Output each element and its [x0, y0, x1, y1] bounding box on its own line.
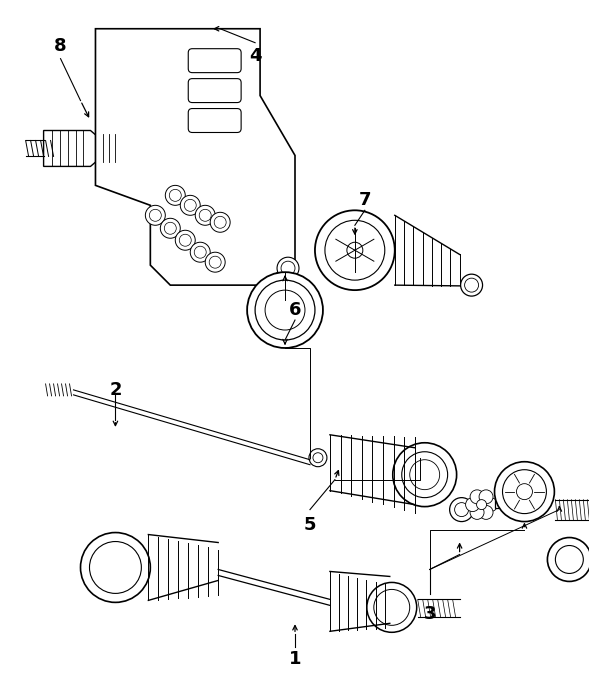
- FancyBboxPatch shape: [188, 79, 241, 102]
- Circle shape: [277, 257, 299, 279]
- Circle shape: [247, 272, 323, 348]
- Polygon shape: [44, 130, 97, 167]
- Circle shape: [184, 199, 196, 211]
- Circle shape: [516, 484, 532, 500]
- Text: 6: 6: [289, 301, 301, 319]
- Circle shape: [325, 221, 385, 280]
- Circle shape: [149, 209, 161, 221]
- Circle shape: [165, 185, 185, 206]
- Polygon shape: [494, 488, 514, 507]
- Circle shape: [194, 247, 206, 258]
- Circle shape: [210, 212, 230, 232]
- Text: 7: 7: [359, 191, 371, 209]
- Circle shape: [309, 449, 327, 466]
- Circle shape: [160, 219, 181, 238]
- Circle shape: [466, 498, 480, 512]
- FancyBboxPatch shape: [188, 109, 241, 133]
- Circle shape: [190, 242, 210, 262]
- Circle shape: [164, 222, 176, 234]
- Circle shape: [195, 206, 215, 225]
- Text: 5: 5: [304, 516, 316, 533]
- Circle shape: [470, 490, 484, 504]
- Circle shape: [265, 290, 305, 330]
- Circle shape: [393, 443, 457, 507]
- Circle shape: [499, 492, 510, 503]
- Circle shape: [199, 209, 211, 221]
- Circle shape: [409, 460, 440, 490]
- Circle shape: [402, 451, 448, 498]
- Circle shape: [90, 542, 142, 594]
- Circle shape: [367, 583, 417, 632]
- Circle shape: [205, 252, 225, 272]
- Circle shape: [374, 589, 409, 626]
- Circle shape: [555, 546, 584, 574]
- Circle shape: [255, 280, 315, 340]
- Polygon shape: [97, 135, 123, 163]
- Circle shape: [315, 210, 395, 290]
- Circle shape: [479, 490, 493, 504]
- Circle shape: [209, 256, 221, 268]
- Text: 2: 2: [109, 381, 122, 399]
- Circle shape: [313, 453, 323, 462]
- Circle shape: [80, 533, 150, 602]
- Circle shape: [470, 505, 484, 519]
- Circle shape: [169, 189, 181, 201]
- Circle shape: [214, 217, 226, 228]
- Polygon shape: [96, 29, 295, 285]
- Ellipse shape: [123, 135, 139, 163]
- Circle shape: [455, 503, 468, 516]
- FancyBboxPatch shape: [188, 48, 241, 72]
- Text: 3: 3: [424, 605, 436, 624]
- Circle shape: [145, 206, 165, 225]
- Text: 1: 1: [289, 650, 301, 668]
- Circle shape: [477, 500, 487, 510]
- Circle shape: [484, 498, 497, 512]
- Circle shape: [347, 242, 363, 258]
- Ellipse shape: [126, 139, 136, 158]
- Circle shape: [494, 462, 555, 522]
- Text: 8: 8: [54, 37, 67, 55]
- Circle shape: [464, 278, 478, 292]
- Circle shape: [479, 505, 493, 519]
- Circle shape: [548, 538, 590, 581]
- Circle shape: [450, 498, 474, 522]
- Circle shape: [181, 195, 200, 215]
- Circle shape: [461, 274, 483, 296]
- Circle shape: [503, 470, 546, 514]
- Circle shape: [281, 261, 295, 275]
- Circle shape: [179, 234, 191, 247]
- Circle shape: [175, 230, 195, 250]
- Text: 4: 4: [249, 46, 261, 65]
